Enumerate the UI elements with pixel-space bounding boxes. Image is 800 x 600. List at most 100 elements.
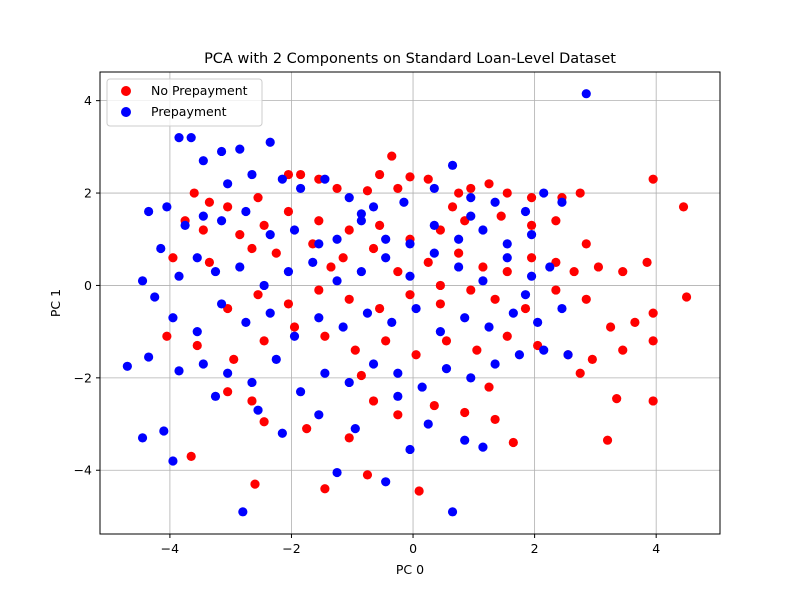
data-point [490,359,500,369]
data-point [618,345,628,355]
data-point [393,183,403,194]
data-point [320,331,330,341]
data-point [502,266,512,277]
legend-label-prepayment: Prepayment [151,104,227,119]
data-point [381,477,391,487]
data-point [681,292,692,302]
data-point [362,470,373,480]
data-point [393,368,403,378]
data-point [526,193,537,203]
data-point [405,172,415,182]
data-point [605,322,616,332]
data-point [223,368,233,378]
legend-box [106,78,263,127]
data-point [259,417,269,427]
data-point [490,294,500,304]
data-point [156,243,166,254]
data-point [478,276,488,286]
legend-marker-prepayment [121,107,131,117]
data-point [368,202,379,212]
data-point [557,197,567,207]
data-point [229,354,239,364]
data-point [648,396,658,406]
data-point [393,391,403,401]
data-point [259,336,269,346]
data-point [253,290,263,300]
data-point [502,331,512,341]
data-point [630,317,640,327]
data-point [241,317,251,327]
data-point [159,426,169,436]
data-point [356,216,366,226]
data-point [423,174,433,184]
data-point [478,442,488,452]
data-point [283,299,294,309]
y-tick-label: 4 [84,93,92,108]
data-point [289,225,300,235]
y-ticks: −4 −2 0 2 4 [74,93,100,478]
data-point [490,197,500,207]
data-point [508,437,518,448]
data-point [344,377,354,388]
data-point [405,290,415,300]
data-point [539,345,549,355]
data-point [454,248,464,258]
data-point [259,280,269,291]
data-point [168,313,178,323]
data-point [162,331,172,341]
data-point [557,303,567,314]
data-point [423,257,433,267]
data-point [350,345,360,355]
data-point [429,248,439,258]
data-point [247,396,257,406]
data-point [144,352,154,362]
data-point [247,377,257,388]
data-point [575,368,585,378]
legend: No Prepayment Prepayment [106,78,263,127]
data-point [441,364,452,374]
legend-marker-no-prepayment [121,86,131,96]
y-tick-label: −2 [74,370,92,385]
data-point [210,266,221,277]
data-point [618,266,628,277]
data-point [250,479,260,489]
data-point [344,433,354,443]
data-point [551,285,561,295]
data-point [308,257,318,267]
data-point [484,382,494,392]
data-point [174,366,184,376]
data-point [344,225,354,235]
data-point [514,350,525,360]
data-point [429,183,439,194]
data-point [466,285,476,295]
data-point [447,507,458,517]
data-point [174,271,184,281]
data-point [253,405,263,415]
data-point [235,230,245,240]
data-point [368,396,379,406]
data-point [387,151,397,161]
data-point [271,354,281,364]
data-point [314,313,324,323]
data-point [502,239,512,249]
data-point [265,308,275,318]
data-point [484,179,494,189]
data-point [204,197,215,207]
data-point [381,253,391,263]
data-point [265,137,275,147]
data-point [545,262,555,272]
y-tick-label: 2 [84,186,92,201]
data-point [460,435,470,445]
data-point [259,220,269,230]
grid [100,72,720,534]
data-point [320,174,330,184]
data-point [405,239,415,249]
data-point [393,410,403,420]
data-point [648,308,658,318]
legend-label-no-prepayment: No Prepayment [151,83,248,98]
data-point [520,206,531,217]
data-point [441,336,452,346]
data-point [150,292,160,302]
data-point [338,322,348,332]
data-point [502,253,512,263]
